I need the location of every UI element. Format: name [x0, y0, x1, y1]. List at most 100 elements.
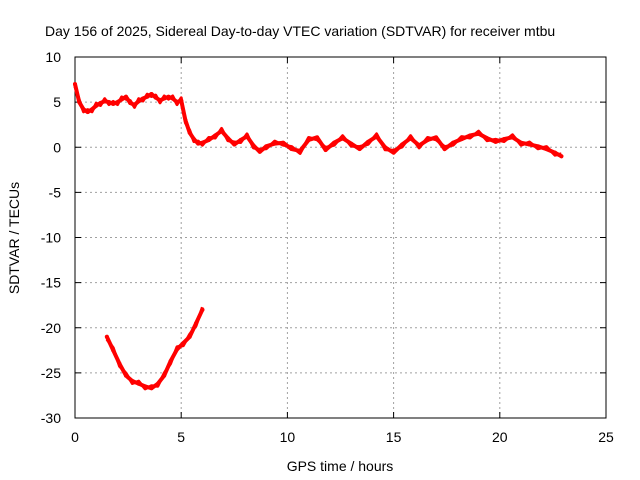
- data-point: [115, 100, 120, 105]
- data-point: [77, 100, 82, 105]
- chart-title: Day 156 of 2025, Sidereal Day-to-day VTE…: [45, 23, 555, 39]
- data-point: [232, 142, 237, 147]
- data-point: [281, 140, 286, 145]
- data-point: [206, 138, 211, 143]
- data-point: [323, 147, 328, 152]
- data-point: [73, 82, 77, 87]
- data-point: [181, 341, 186, 346]
- data-point: [179, 98, 184, 103]
- data-point: [194, 321, 199, 326]
- data-point: [200, 140, 205, 145]
- data-point: [162, 96, 167, 101]
- y-tick-label: -20: [41, 320, 61, 336]
- data-point: [536, 144, 541, 149]
- data-point: [459, 137, 464, 142]
- series-line-secondary-noise: [105, 306, 204, 391]
- data-point: [191, 137, 196, 142]
- x-axis-label: GPS time / hours: [287, 458, 394, 474]
- data-point: [132, 102, 137, 107]
- data-point: [106, 100, 111, 105]
- data-point: [298, 148, 303, 153]
- data-point: [251, 143, 256, 148]
- data-point: [408, 136, 413, 141]
- data-point: [374, 134, 379, 139]
- data-point: [168, 359, 173, 364]
- data-point: [434, 135, 439, 140]
- data-point: [123, 94, 128, 99]
- data-point: [166, 94, 171, 99]
- x-tick-label: 5: [177, 429, 185, 445]
- y-tick-label: -10: [41, 230, 61, 246]
- y-tick-label: -5: [49, 184, 62, 200]
- grid: [75, 57, 606, 418]
- data-point: [340, 136, 345, 141]
- data-point: [391, 150, 396, 155]
- y-tick-label: 5: [53, 94, 61, 110]
- series-group: [73, 82, 564, 391]
- data-point: [245, 134, 250, 139]
- data-point: [213, 133, 218, 138]
- data-point: [544, 147, 549, 152]
- x-tick-label: 10: [280, 429, 296, 445]
- data-point: [553, 150, 558, 155]
- y-tick-label: -30: [41, 410, 61, 426]
- data-point: [476, 131, 481, 136]
- data-point: [400, 142, 405, 147]
- data-point: [442, 147, 447, 152]
- data-point: [187, 130, 192, 135]
- data-point: [170, 96, 175, 101]
- data-point: [366, 139, 371, 144]
- data-point: [219, 129, 224, 134]
- data-point: [225, 136, 230, 141]
- data-point: [140, 96, 145, 101]
- data-point: [468, 133, 473, 138]
- data-point: [485, 136, 490, 141]
- data-point: [128, 101, 133, 106]
- y-tick-label: -15: [41, 275, 61, 291]
- data-point: [272, 141, 277, 146]
- x-tick-label: 0: [71, 429, 79, 445]
- data-point: [493, 139, 498, 144]
- data-point: [157, 98, 162, 103]
- data-point: [149, 92, 154, 97]
- data-point: [155, 381, 160, 386]
- data-point: [123, 373, 128, 378]
- data-point: [306, 138, 311, 143]
- x-tick-label: 15: [386, 429, 402, 445]
- data-point: [89, 107, 94, 112]
- y-tick-label: -25: [41, 365, 61, 381]
- data-point: [130, 378, 135, 383]
- data-point: [187, 334, 192, 339]
- data-point: [104, 334, 109, 339]
- y-tick-label: 0: [53, 139, 61, 155]
- data-point: [510, 135, 515, 140]
- data-point: [425, 138, 430, 143]
- data-point: [196, 141, 201, 146]
- data-point: [136, 99, 141, 104]
- data-point: [81, 107, 86, 112]
- y-tick-label: 10: [45, 49, 61, 65]
- data-point: [559, 154, 564, 159]
- data-point: [111, 101, 116, 106]
- data-point: [289, 147, 294, 152]
- data-point: [136, 381, 141, 386]
- data-point: [519, 140, 524, 145]
- data-point: [527, 142, 532, 147]
- data-point: [85, 110, 90, 115]
- data-point: [119, 97, 124, 102]
- x-tick-label: 20: [492, 429, 508, 445]
- data-point: [94, 103, 99, 108]
- data-point: [117, 361, 122, 366]
- data-point: [102, 99, 107, 104]
- data-point: [111, 348, 116, 353]
- data-point: [257, 149, 262, 154]
- data-point: [417, 143, 422, 148]
- data-point: [174, 347, 179, 352]
- data-point: [98, 101, 103, 106]
- data-point: [174, 100, 179, 105]
- data-point: [183, 118, 188, 123]
- data-point: [238, 138, 243, 143]
- series-line-secondary: [104, 307, 205, 391]
- data-point: [145, 94, 150, 99]
